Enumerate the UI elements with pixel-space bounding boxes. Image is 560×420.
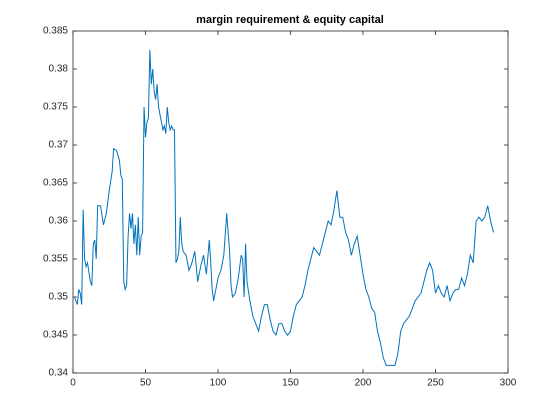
y-tick-label: 0.365	[43, 178, 68, 189]
x-tick-label: 50	[140, 378, 152, 389]
x-tick-label: 250	[427, 378, 444, 389]
x-tick-label: 200	[355, 378, 372, 389]
x-tick-label: 150	[282, 378, 299, 389]
y-tick-label: 0.36	[49, 216, 69, 227]
y-tick-label: 0.345	[43, 330, 68, 341]
y-tick-label: 0.37	[49, 140, 69, 151]
y-tick-label: 0.385	[43, 26, 68, 37]
y-tick-label: 0.35	[49, 292, 69, 303]
y-tick-label: 0.375	[43, 102, 68, 113]
x-tick-label: 100	[210, 378, 227, 389]
data-line	[73, 49, 494, 366]
x-tick-label: 0	[70, 378, 76, 389]
y-tick-label: 0.355	[43, 254, 68, 265]
plot-area	[72, 30, 509, 374]
y-tick-label: 0.34	[49, 368, 69, 379]
x-tick-label: 300	[500, 378, 517, 389]
y-tick-label: 0.38	[49, 64, 69, 75]
chart-title: margin requirement & equity capital	[196, 14, 384, 26]
